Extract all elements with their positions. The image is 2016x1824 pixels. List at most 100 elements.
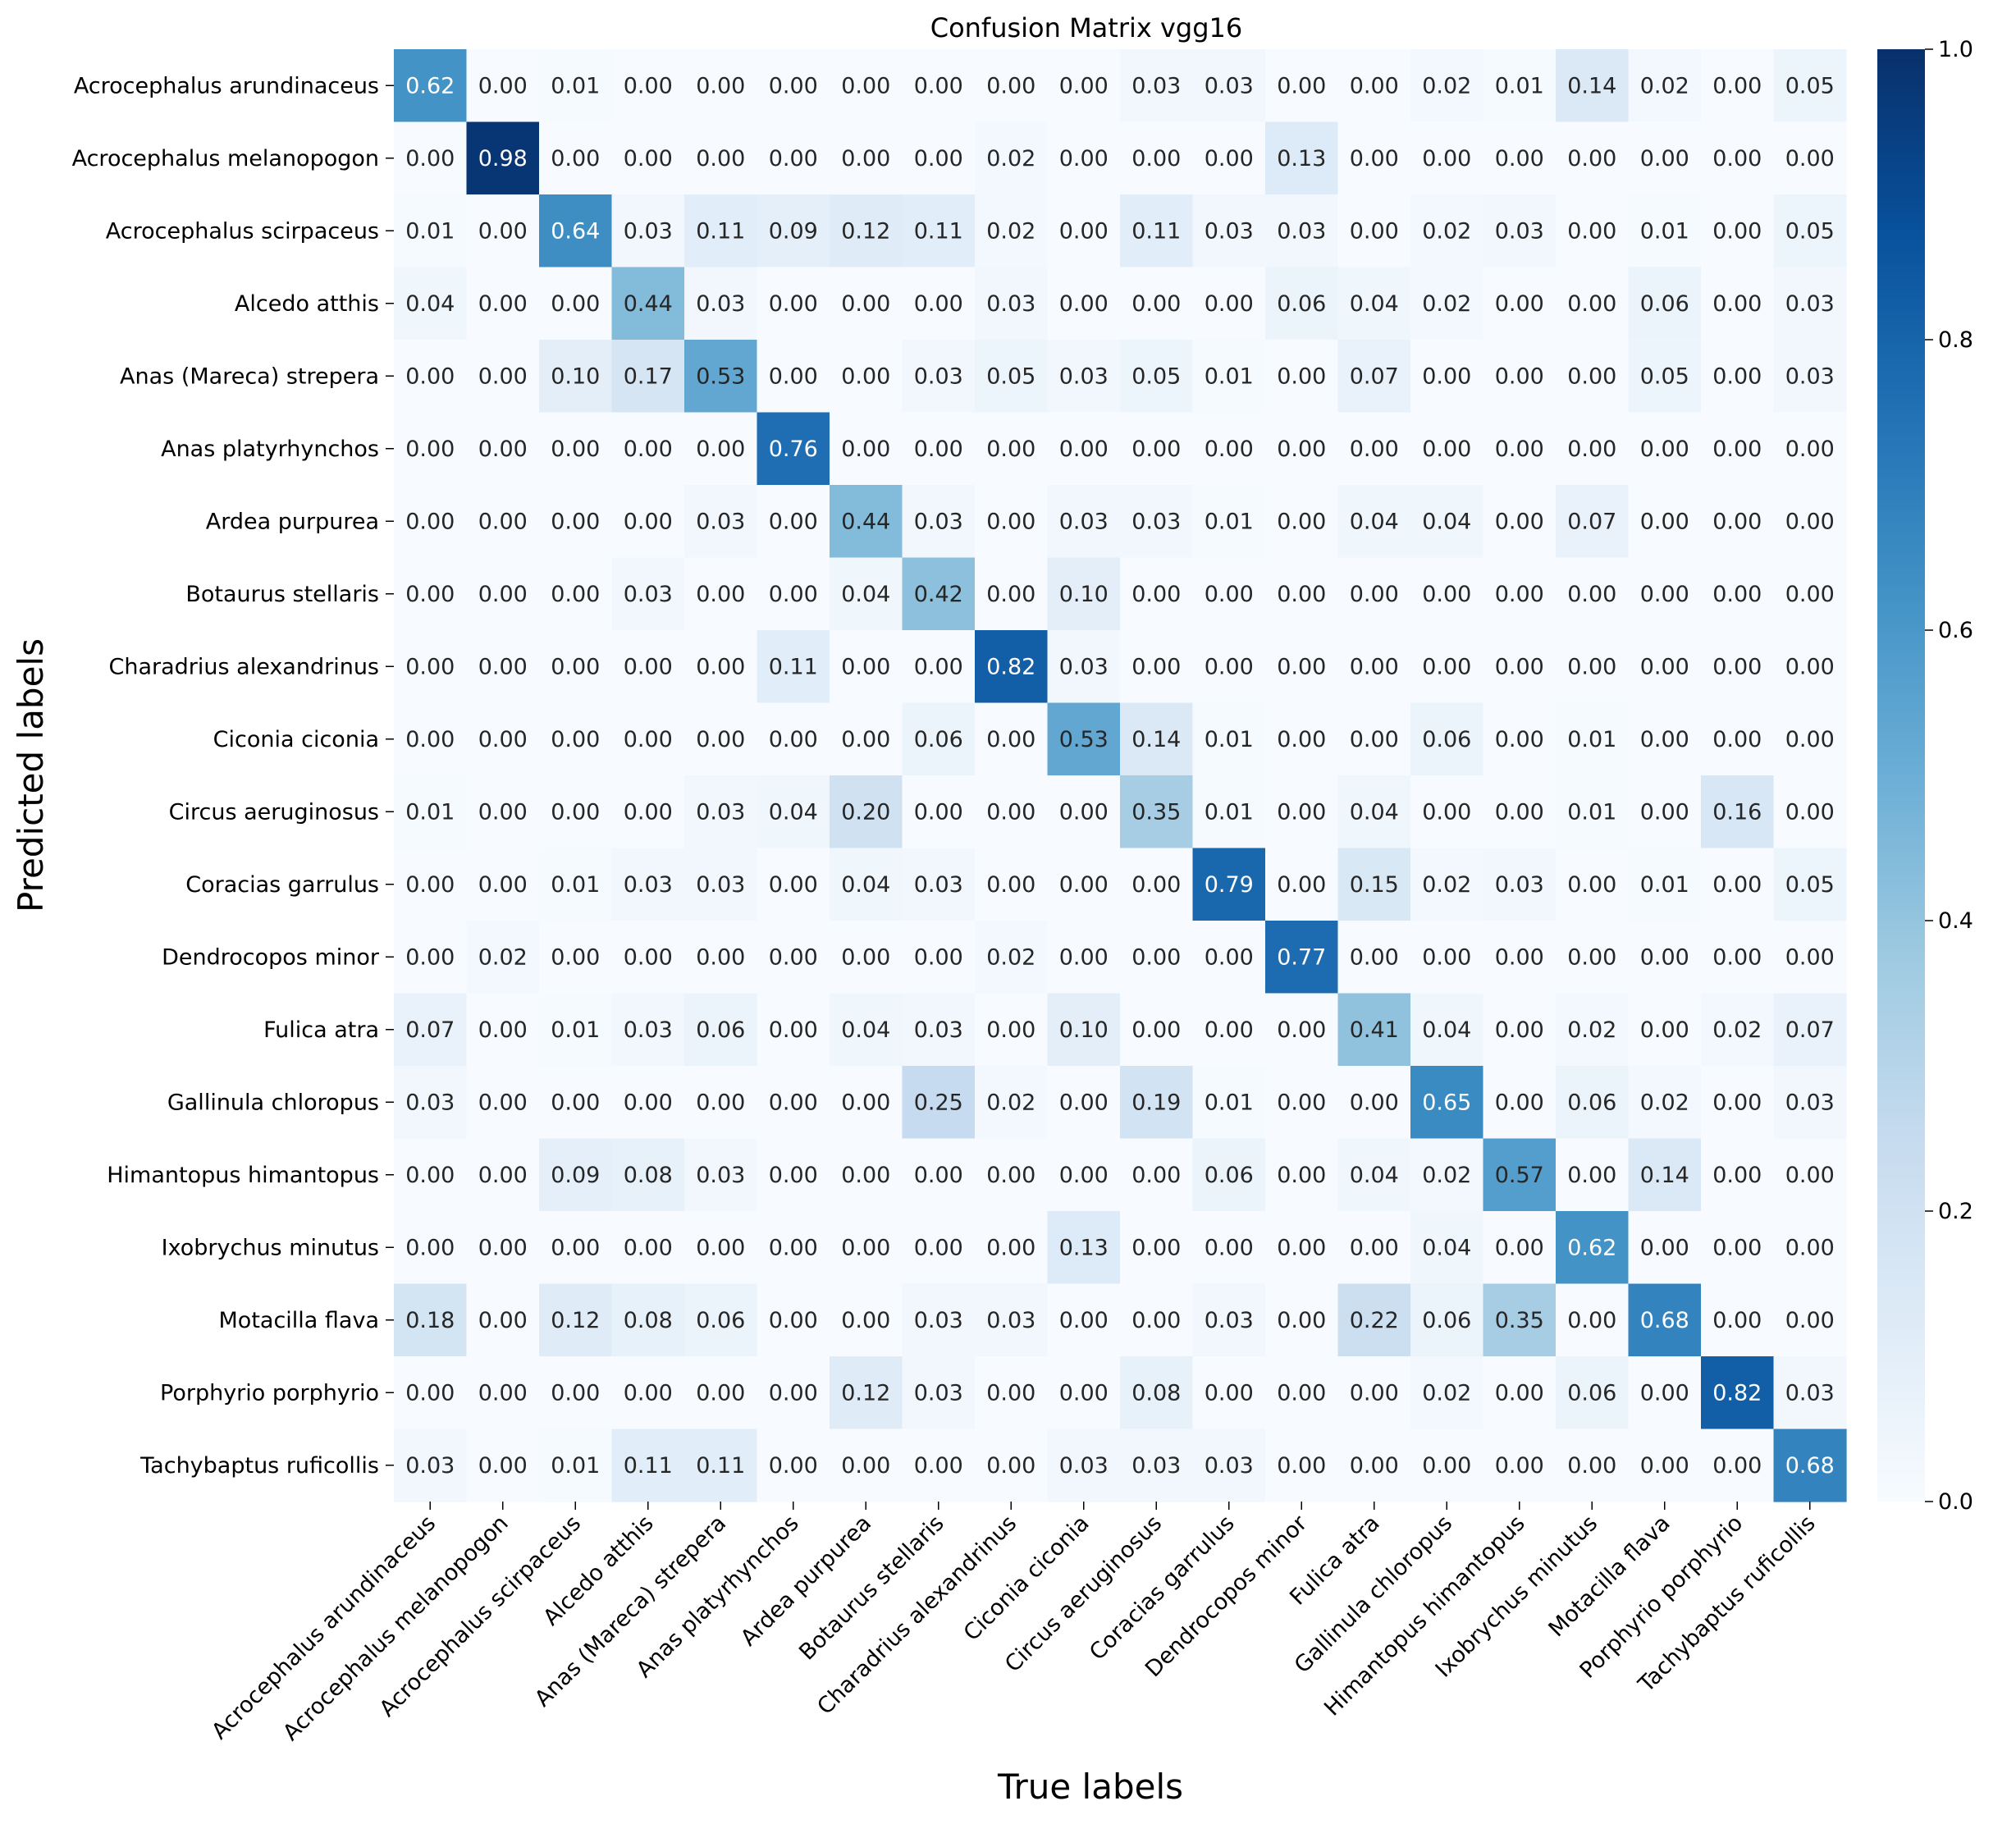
cell-value-label: 0.03 <box>1205 73 1254 98</box>
heatmap-cell <box>830 1283 903 1357</box>
heatmap-cell <box>1192 1429 1266 1502</box>
heatmap-cells <box>394 49 1847 1502</box>
heatmap-cell <box>539 1356 613 1430</box>
cell-value-label: 0.11 <box>696 1453 745 1479</box>
heatmap-cell <box>975 1429 1049 1502</box>
cell-value-label: 0.02 <box>1640 1090 1689 1115</box>
heatmap-cell <box>1483 921 1557 994</box>
heatmap-cell <box>902 1211 976 1285</box>
heatmap-cell <box>1628 557 1702 631</box>
heatmap-cell <box>1483 1138 1557 1212</box>
cell-value-label: 0.03 <box>1785 1090 1835 1115</box>
heatmap-cell <box>1192 485 1266 559</box>
heatmap-cell <box>1628 702 1702 776</box>
cell-value-label: 0.00 <box>1495 291 1544 317</box>
heatmap-cell <box>394 485 468 559</box>
cell-value-label: 0.05 <box>1785 218 1835 244</box>
cell-value-label: 0.00 <box>769 1235 818 1260</box>
cell-value-label: 0.00 <box>841 146 890 171</box>
heatmap-cell <box>1265 848 1339 921</box>
cell-value-label: 0.00 <box>1131 291 1181 317</box>
heatmap-cell <box>684 412 758 486</box>
cell-value-label: 0.68 <box>1785 1453 1835 1479</box>
heatmap-cell <box>1265 1283 1339 1357</box>
heatmap-cell <box>1047 557 1121 631</box>
colorbar-tick-label: 1.0 <box>1938 37 1973 62</box>
heatmap-cell <box>1337 194 1411 268</box>
heatmap-cell <box>539 775 613 849</box>
heatmap-cell <box>1120 1429 1194 1502</box>
heatmap-cell <box>394 1356 468 1430</box>
cell-value-label: 0.00 <box>1059 437 1109 462</box>
heatmap-cell <box>1773 557 1847 631</box>
cell-value-label: 0.00 <box>1785 799 1835 825</box>
heatmap-cell <box>466 1138 540 1212</box>
heatmap-cell <box>1410 702 1484 776</box>
heatmap-cell <box>1192 49 1266 123</box>
cell-value-label: 0.22 <box>1350 1308 1399 1333</box>
cell-value-label: 0.00 <box>914 944 963 970</box>
heatmap-cell <box>1192 340 1266 414</box>
heatmap-cell <box>830 267 903 341</box>
cell-value-label: 0.12 <box>841 1380 890 1406</box>
cell-value-label: 0.07 <box>1567 509 1616 534</box>
cell-value-label: 0.03 <box>696 1163 745 1188</box>
cell-value-label: 0.03 <box>1131 73 1181 98</box>
cell-value-label: 0.00 <box>986 1380 1035 1406</box>
cell-value-label: 0.06 <box>1277 291 1326 317</box>
cell-value-label: 0.00 <box>624 1380 673 1406</box>
cell-value-label: 0.00 <box>478 218 528 244</box>
cell-value-label: 0.02 <box>1422 1380 1471 1406</box>
cell-value-label: 0.00 <box>478 291 528 317</box>
cell-value-label: 0.00 <box>1131 944 1181 970</box>
heatmap-cell <box>1773 702 1847 776</box>
cell-value-label: 0.00 <box>551 1235 600 1260</box>
heatmap-cell <box>1773 1211 1847 1285</box>
cell-value-label: 0.65 <box>1422 1090 1471 1115</box>
heatmap-cell <box>1556 412 1630 486</box>
cell-value-label: 0.00 <box>405 727 455 752</box>
heatmap-cell <box>1410 340 1484 414</box>
heatmap-cell <box>975 1066 1049 1140</box>
cell-value-label: 0.00 <box>1350 727 1399 752</box>
heatmap-cell <box>1192 1138 1266 1212</box>
cell-value-label: 0.00 <box>1059 1380 1109 1406</box>
cell-value-label: 0.06 <box>1567 1090 1616 1115</box>
heatmap-cell <box>757 194 830 268</box>
colorbar-tick-label: 0.8 <box>1938 327 1973 353</box>
cell-value-label: 0.00 <box>769 727 818 752</box>
heatmap-cell <box>1410 1429 1484 1502</box>
cell-value-label: 0.00 <box>1350 582 1399 607</box>
cell-value-label: 0.00 <box>986 1453 1035 1479</box>
cell-value-label: 0.00 <box>1567 582 1616 607</box>
heatmap-cell <box>1556 993 1630 1067</box>
cell-value-label: 0.00 <box>1131 1235 1181 1260</box>
cell-value-label: 0.00 <box>1495 1380 1544 1406</box>
heatmap-cell <box>1628 630 1702 704</box>
heatmap-cell <box>1773 921 1847 994</box>
heatmap-cell <box>1701 412 1775 486</box>
cell-value-label: 0.00 <box>1277 1090 1326 1115</box>
cell-value-label: 0.02 <box>1567 1017 1616 1043</box>
heatmap-cell <box>466 1429 540 1502</box>
cell-value-label: 0.00 <box>1059 944 1109 970</box>
cell-value-label: 0.07 <box>405 1017 455 1043</box>
heatmap-cell <box>1483 702 1557 776</box>
heatmap-cell <box>975 267 1049 341</box>
heatmap-cell <box>684 1138 758 1212</box>
heatmap-cell <box>1773 1429 1847 1502</box>
cell-value-label: 0.00 <box>478 727 528 752</box>
heatmap-cell <box>902 340 976 414</box>
cell-value-label: 0.00 <box>551 727 600 752</box>
cell-value-label: 0.00 <box>1277 1017 1326 1043</box>
heatmap-cell <box>394 702 468 776</box>
heatmap-cell <box>902 267 976 341</box>
heatmap-cell <box>757 1283 830 1357</box>
heatmap-cell <box>611 340 685 414</box>
cell-value-label: 0.00 <box>624 654 673 679</box>
heatmap-cell <box>1701 775 1775 849</box>
cell-value-label: 0.00 <box>986 437 1035 462</box>
cell-value-label: 0.11 <box>1131 218 1181 244</box>
heatmap-cell <box>902 1429 976 1502</box>
